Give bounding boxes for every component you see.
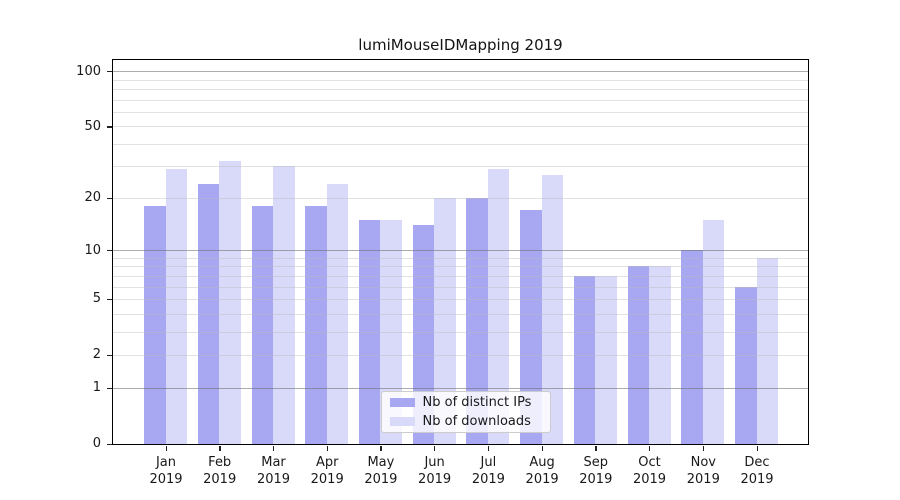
legend-label: Nb of downloads xyxy=(422,413,531,429)
x-tick-mark xyxy=(380,445,382,451)
bar-distinct-ips xyxy=(627,266,649,444)
x-tick-mark xyxy=(326,445,329,451)
bar-downloads xyxy=(434,197,456,444)
bar-downloads xyxy=(487,169,510,444)
x-tick-mark xyxy=(702,445,705,451)
y-tick-mark xyxy=(107,443,112,445)
gridline-minor xyxy=(112,197,808,199)
legend-label: Nb of distinct IPs xyxy=(422,394,532,410)
y-tick-label: 100 xyxy=(76,63,101,79)
legend-swatch xyxy=(389,416,415,426)
x-tick-mark xyxy=(165,445,167,451)
gridline-minor xyxy=(112,111,808,113)
bar-downloads xyxy=(273,166,295,444)
bar-downloads xyxy=(541,174,564,444)
gridlines-layer xyxy=(112,60,808,444)
chart-title: lumiMouseIDMapping 2019 xyxy=(358,36,563,54)
bar-distinct-ips xyxy=(466,197,488,444)
gridline-minor xyxy=(112,257,808,259)
bar-distinct-ips xyxy=(573,275,596,444)
bar-downloads xyxy=(702,219,725,444)
y-tick-mark xyxy=(107,298,112,301)
x-tick-label: Mar 2019 xyxy=(256,455,291,487)
bar-downloads xyxy=(380,219,402,444)
bar-downloads xyxy=(649,266,671,444)
gridline-major xyxy=(112,387,808,389)
gridline-minor xyxy=(112,286,808,288)
x-tick-mark xyxy=(756,445,758,451)
y-tick-label: 0 xyxy=(92,436,101,451)
bar-distinct-ips xyxy=(358,219,381,444)
x-tick-mark xyxy=(434,445,436,451)
x-tick-label: Dec 2019 xyxy=(740,455,774,487)
bar-distinct-ips xyxy=(251,205,273,444)
gridline-minor xyxy=(112,331,808,333)
y-tick-label: 50 xyxy=(84,118,101,134)
gridline-major xyxy=(112,250,808,251)
bar-distinct-ips xyxy=(681,250,703,444)
y-tick-mark xyxy=(107,250,112,252)
gridline-minor xyxy=(112,298,808,300)
gridline-minor xyxy=(112,166,808,168)
x-tick-mark xyxy=(273,445,275,451)
y-tick-label: 1 xyxy=(92,380,101,396)
bar-distinct-ips xyxy=(305,205,327,444)
x-tick-label: Feb 2019 xyxy=(203,455,237,487)
y-tick-mark xyxy=(107,126,112,128)
bar-distinct-ips xyxy=(412,225,435,444)
x-tick-mark xyxy=(541,445,543,451)
x-tick-label: Jul 2019 xyxy=(471,455,505,487)
x-tick-label: Oct 2019 xyxy=(632,455,667,487)
bars-layer xyxy=(113,60,808,444)
plot-inner: Nb of distinct IPs Nb of downloads xyxy=(112,60,808,444)
x-tick-mark xyxy=(487,445,490,451)
gridline-minor xyxy=(112,143,808,145)
gridline-minor xyxy=(112,275,808,277)
gridline-minor xyxy=(112,79,808,81)
bar-downloads xyxy=(326,183,349,444)
y-tick-label: 20 xyxy=(84,190,101,206)
legend-item: Nb of distinct IPs xyxy=(389,394,541,410)
gridline-minor xyxy=(112,266,808,268)
bar-distinct-ips xyxy=(197,183,220,444)
legend-item: Nb of downloads xyxy=(389,413,541,429)
gridline-minor xyxy=(112,88,808,90)
y-tick-mark xyxy=(107,354,112,357)
x-tick-mark xyxy=(219,445,221,451)
y-tick-label: 2 xyxy=(92,347,101,363)
bar-distinct-ips xyxy=(520,210,542,444)
gridline-minor xyxy=(112,354,808,356)
x-tick-label: May 2019 xyxy=(364,455,398,487)
x-tick-label: Nov 2019 xyxy=(686,455,720,487)
gridline-minor xyxy=(112,126,808,128)
bar-downloads xyxy=(595,275,617,444)
legend-swatch xyxy=(389,397,415,407)
gridline-minor xyxy=(112,99,808,101)
y-tick-mark xyxy=(107,197,112,200)
x-tick-label: Jan 2019 xyxy=(149,455,183,487)
x-tick-label: Jun 2019 xyxy=(418,455,452,487)
x-tick-label: Aug 2019 xyxy=(525,455,559,487)
x-tick-mark xyxy=(595,445,597,451)
x-tick-label: Apr 2019 xyxy=(310,455,344,487)
bar-distinct-ips xyxy=(144,205,166,444)
legend: Nb of distinct IPs Nb of downloads xyxy=(380,390,551,433)
gridline-major xyxy=(112,71,808,73)
y-tick-mark xyxy=(107,387,112,389)
bar-downloads xyxy=(756,257,778,444)
y-tick-label: 10 xyxy=(84,242,101,258)
plot-area: Nb of distinct IPs Nb of downloads xyxy=(111,58,809,445)
bar-downloads xyxy=(219,161,241,444)
y-tick-mark xyxy=(107,71,112,73)
gridline-minor xyxy=(112,313,808,315)
bar-distinct-ips xyxy=(735,286,757,444)
bar-downloads xyxy=(165,169,187,444)
x-tick-mark xyxy=(649,445,651,451)
x-tick-label: Sep 2019 xyxy=(579,455,613,487)
y-tick-label: 5 xyxy=(92,291,101,307)
